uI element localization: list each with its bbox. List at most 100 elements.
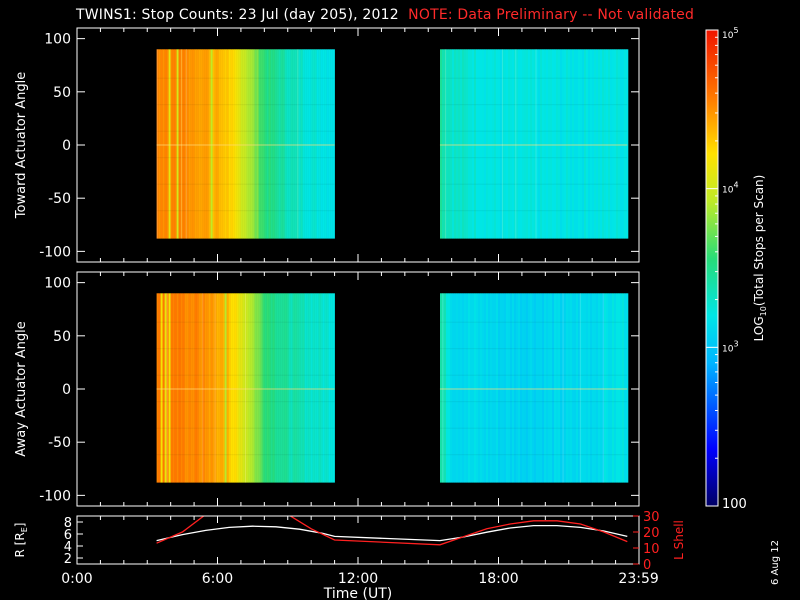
heatmap-column <box>514 293 517 483</box>
heatmap-texture <box>439 454 628 456</box>
footer-date: 6 Aug 12 <box>770 540 781 585</box>
heatmap-column <box>500 293 503 483</box>
heatmap-column <box>304 293 307 483</box>
heatmap-column <box>172 49 175 239</box>
heatmap-column <box>162 293 165 483</box>
toward-block-1 <box>439 49 629 239</box>
heatmap-column <box>510 293 513 483</box>
toward-heatmap <box>77 28 639 262</box>
colorbar-label-sub: 10 <box>759 306 768 316</box>
heatmap-column <box>256 49 259 239</box>
heatmap-column <box>592 49 595 239</box>
heatmap-column <box>528 49 531 239</box>
heatmap-column <box>612 49 615 239</box>
heatmap-streak <box>442 293 444 483</box>
heatmap-column <box>528 293 531 483</box>
heatmap-column <box>610 293 613 483</box>
heatmap-column <box>442 293 445 483</box>
heatmap-column <box>518 49 521 239</box>
away-ytick-label: 50 <box>53 329 71 345</box>
heatmap-column <box>620 293 623 483</box>
heatmap-column <box>286 293 289 483</box>
colorbar-tick-label: 105 <box>722 26 739 41</box>
heatmap-column <box>494 49 497 239</box>
heatmap-column <box>292 49 295 239</box>
heatmap-column <box>230 49 233 239</box>
heatmap-column <box>282 49 285 239</box>
heatmap-column <box>324 49 327 239</box>
heatmap-column <box>314 49 317 239</box>
heatmap-column <box>546 293 549 483</box>
heatmap-column <box>492 49 495 239</box>
heatmap-column <box>324 293 327 483</box>
heatmap-column <box>508 293 511 483</box>
heatmap-column <box>234 293 237 483</box>
heatmap-column <box>196 49 199 239</box>
toward-ytick-label: 0 <box>62 138 71 154</box>
heatmap-texture <box>439 401 628 403</box>
colorbar-tick-base: 10 <box>722 344 734 354</box>
heatmap-column <box>318 49 321 239</box>
heatmap-column <box>162 49 165 239</box>
heatmap-column <box>296 49 299 239</box>
heatmap-column <box>168 293 171 483</box>
heatmap-column <box>618 49 621 239</box>
heatmap-column <box>474 293 477 483</box>
heatmap-texture <box>156 454 335 456</box>
heatmap-column <box>268 293 271 483</box>
heatmap-column <box>298 293 301 483</box>
heatmap-column <box>510 49 513 239</box>
heatmap-column <box>446 293 449 483</box>
orbit-ylabel-right: L Shell <box>672 520 686 560</box>
heatmap-texture <box>156 321 335 323</box>
heatmap-column <box>444 49 447 239</box>
heatmap-column <box>544 49 547 239</box>
heatmap-column <box>538 49 541 239</box>
heatmap-column <box>490 293 493 483</box>
colorbar-tick-base: 10 <box>722 186 734 196</box>
heatmap-column <box>186 49 189 239</box>
heatmap-column <box>494 293 497 483</box>
heatmap-column <box>234 49 237 239</box>
heatmap-column <box>276 49 279 239</box>
colorbar-tick-exp: 5 <box>733 26 738 35</box>
heatmap-column <box>272 293 275 483</box>
heatmap-column <box>248 293 251 483</box>
heatmap-column <box>326 293 329 483</box>
heatmap-column <box>458 49 461 239</box>
heatmap-column <box>160 49 163 239</box>
heatmap-column <box>458 293 461 483</box>
heatmap-texture <box>439 321 628 323</box>
heatmap-column <box>288 293 291 483</box>
heatmap-column <box>580 293 583 483</box>
toward-ytick-label: 50 <box>53 85 71 101</box>
heatmap-column <box>456 293 459 483</box>
heatmap-column <box>220 49 223 239</box>
heatmap-column <box>310 49 313 239</box>
heatmap-column <box>606 49 609 239</box>
heatmap-column <box>448 49 451 239</box>
heatmap-column <box>572 49 575 239</box>
heatmap-column <box>330 49 333 239</box>
heatmap-column <box>516 293 519 483</box>
heatmap-column <box>590 293 593 483</box>
colorbar-label: LOG10(Total Stops per Scan) <box>752 175 768 342</box>
heatmap-column <box>312 49 315 239</box>
heatmap-column <box>568 49 571 239</box>
heatmap-column <box>182 293 185 483</box>
heatmap-column <box>560 293 563 483</box>
heatmap-column <box>452 49 455 239</box>
heatmap-column <box>198 293 201 483</box>
heatmap-texture <box>156 348 335 350</box>
heatmap-column <box>594 293 597 483</box>
orbit-xtick-label: 0:00 <box>61 571 92 587</box>
heatmap-column <box>576 49 579 239</box>
orbit-ylabel-left-suffix: ] <box>13 523 27 528</box>
heatmap-column <box>440 293 443 483</box>
heatmap-column <box>504 49 507 239</box>
heatmap-column <box>204 49 207 239</box>
heatmap-column <box>220 293 223 483</box>
orbit-ytick-right-label: 0 <box>643 558 651 573</box>
away-ytick-label: 100 <box>44 276 71 292</box>
heatmap-column <box>174 293 177 483</box>
